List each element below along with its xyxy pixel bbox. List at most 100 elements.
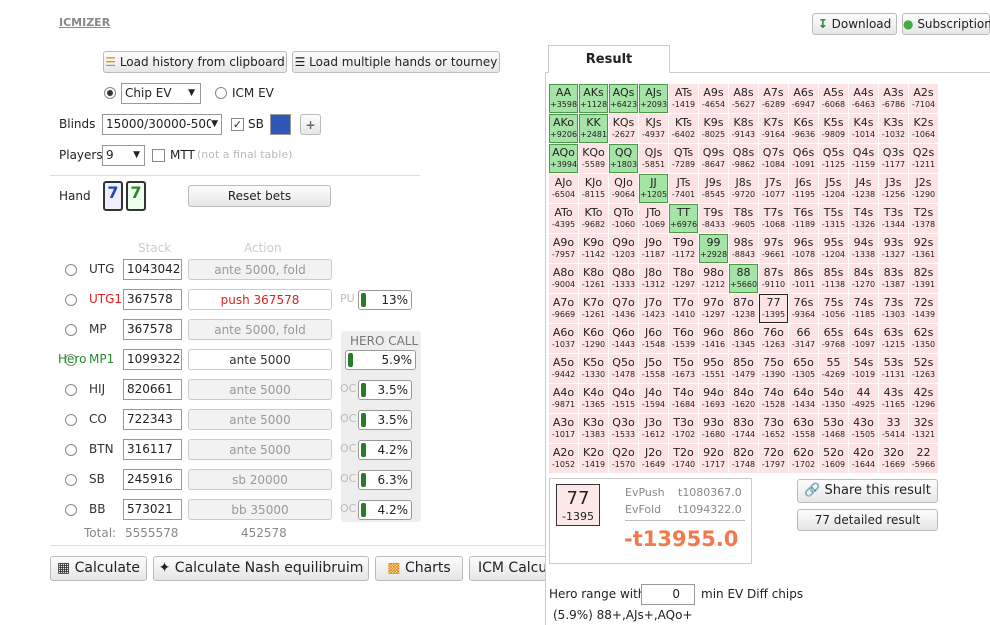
- hand-cell[interactable]: 64s -1097: [849, 324, 878, 353]
- hand-cell[interactable]: 83s -1387: [879, 264, 908, 293]
- calculate-button[interactable]: ▦ Calculate: [50, 556, 147, 581]
- hand-cell[interactable]: 83o -1744: [729, 414, 758, 443]
- action-box[interactable]: ante 5000: [188, 409, 332, 430]
- hand-cell[interactable]: Q7s -1084: [759, 144, 788, 173]
- hand-cell[interactable]: ATs -1419: [669, 84, 698, 113]
- stack-input[interactable]: 573021: [123, 499, 182, 520]
- hand-cell[interactable]: 44 -4925: [849, 384, 878, 413]
- hand-cell[interactable]: T6o -1539: [669, 324, 698, 353]
- hand-cell[interactable]: 74s -1185: [849, 294, 878, 323]
- hand-cell[interactable]: 52s -1263: [909, 354, 938, 383]
- hand-cell[interactable]: 96s -1078: [789, 234, 818, 263]
- hand-cell[interactable]: J3s -1256: [879, 174, 908, 203]
- hand-cell[interactable]: Q6o -1443: [609, 324, 638, 353]
- hand-cell[interactable]: J9o -1187: [639, 234, 668, 263]
- hand-cell[interactable]: 86s -1011: [789, 264, 818, 293]
- hand-cell[interactable]: 76o -1263: [759, 324, 788, 353]
- stack-input[interactable]: 316117: [123, 439, 182, 460]
- hand-cell[interactable]: AJs +2093: [639, 84, 668, 113]
- hand-cell[interactable]: 96o -1416: [699, 324, 728, 353]
- hand-cell[interactable]: Q8s -9862: [729, 144, 758, 173]
- download-button[interactable]: ↧ Download: [812, 13, 897, 35]
- hand-cell[interactable]: Q4o -1515: [609, 384, 638, 413]
- hand-cell[interactable]: QTs -7289: [669, 144, 698, 173]
- hand-cell[interactable]: J6s -1195: [789, 174, 818, 203]
- hand-cell[interactable]: T2o -1740: [669, 444, 698, 473]
- hand-cell[interactable]: 63s -1215: [879, 324, 908, 353]
- hand-cell[interactable]: KQs -2627: [609, 114, 638, 143]
- hand-cell[interactable]: T4s -1326: [849, 204, 878, 233]
- hand-cell[interactable]: T5s -1315: [819, 204, 848, 233]
- load-multiple-button[interactable]: ☰ Load multiple hands or tourney: [292, 51, 500, 73]
- hand-cell[interactable]: Q5o -1478: [609, 354, 638, 383]
- hand-cell[interactable]: T2s -1378: [909, 204, 938, 233]
- hand-cell[interactable]: A5s -6068: [819, 84, 848, 113]
- reset-button[interactable]: Reset bets: [188, 185, 331, 207]
- hand-cell[interactable]: 63o -1558: [789, 414, 818, 443]
- hand-cell[interactable]: TT +6976: [669, 204, 698, 233]
- hand-cell[interactable]: K3o -1383: [579, 414, 608, 443]
- action-box[interactable]: ante 5000: [188, 349, 332, 370]
- action-box[interactable]: push 367578: [188, 289, 332, 310]
- hand-cell[interactable]: 93o -1680: [699, 414, 728, 443]
- stack-input[interactable]: 367578: [123, 319, 182, 340]
- hand-cell[interactable]: A2s -7104: [909, 84, 938, 113]
- share-button[interactable]: 🔗 Share this result: [797, 479, 938, 503]
- hand-cell[interactable]: J8s -9720: [729, 174, 758, 203]
- chip-ev-radio[interactable]: [104, 87, 116, 99]
- hand-cell[interactable]: 82s -1391: [909, 264, 938, 293]
- hand-cell[interactable]: AJo -6504: [549, 174, 578, 203]
- hand-cell[interactable]: 73o -1652: [759, 414, 788, 443]
- hand-cell[interactable]: J3o -1612: [639, 414, 668, 443]
- hand-cell[interactable]: KQo -5589: [579, 144, 608, 173]
- stack-input[interactable]: 1043042: [123, 259, 182, 280]
- hand-cell[interactable]: A9o -7957: [549, 234, 578, 263]
- hand-cell[interactable]: A5o -9442: [549, 354, 578, 383]
- hand-cell[interactable]: 73s -1303: [879, 294, 908, 323]
- hand-cell[interactable]: T8o -1297: [669, 264, 698, 293]
- hand-cell[interactable]: T7s -1068: [759, 204, 788, 233]
- hand-cell[interactable]: 98o -1212: [699, 264, 728, 293]
- hand-cell[interactable]: 97o -1297: [699, 294, 728, 323]
- stack-input[interactable]: 1099322: [123, 349, 182, 370]
- hand-cell[interactable]: 65s -9768: [819, 324, 848, 353]
- hand-cell[interactable]: Q3o -1533: [609, 414, 638, 443]
- hand-cell[interactable]: 99 +2928: [699, 234, 728, 263]
- action-box[interactable]: bb 35000: [188, 499, 332, 520]
- hand-cell[interactable]: 53o -1468: [819, 414, 848, 443]
- player-radio[interactable]: [65, 444, 77, 456]
- hand-cell[interactable]: T9s -8433: [699, 204, 728, 233]
- blinds-select[interactable]: 15000/30000-500 ▼: [102, 114, 222, 135]
- hand-cell[interactable]: 93s -1327: [879, 234, 908, 263]
- hand-cell[interactable]: 66 -3147: [789, 324, 818, 353]
- hand-cell[interactable]: 95s -1204: [819, 234, 848, 263]
- action-box[interactable]: sb 20000: [188, 469, 332, 490]
- hand-cell[interactable]: T3s -1344: [879, 204, 908, 233]
- player-radio[interactable]: [65, 414, 77, 426]
- hand-cell[interactable]: K2o -1419: [579, 444, 608, 473]
- hand-cell[interactable]: 43s -1165: [879, 384, 908, 413]
- hand-cell[interactable]: J5o -1558: [639, 354, 668, 383]
- hand-cell[interactable]: AA +3598: [549, 84, 578, 113]
- charts-button[interactable]: ▩ Charts: [375, 556, 463, 581]
- hand-cell[interactable]: K7s -9164: [759, 114, 788, 143]
- result-tab[interactable]: Result: [548, 45, 670, 73]
- hand-cell[interactable]: 75o -1390: [759, 354, 788, 383]
- hand-cell[interactable]: 32s -1321: [909, 414, 938, 443]
- card[interactable]: 7: [103, 181, 123, 211]
- hand-cell[interactable]: KK +2481: [579, 114, 608, 143]
- stack-input[interactable]: 722343: [123, 409, 182, 430]
- hand-cell[interactable]: 62s -1350: [909, 324, 938, 353]
- hand-cell[interactable]: 76s -9364: [789, 294, 818, 323]
- hand-cell[interactable]: A8s -5627: [729, 84, 758, 113]
- hand-cell[interactable]: Q9s -8647: [699, 144, 728, 173]
- hand-cell[interactable]: JTo -1069: [639, 204, 668, 233]
- hand-cell[interactable]: A9s -4654: [699, 84, 728, 113]
- hand-cell[interactable]: T5o -1673: [669, 354, 698, 383]
- players-select[interactable]: 9 ▼: [102, 145, 145, 166]
- hand-cell[interactable]: 42o -1644: [849, 444, 878, 473]
- action-box[interactable]: ante 5000: [188, 439, 332, 460]
- hand-cell[interactable]: J4s -1238: [849, 174, 878, 203]
- hand-cell[interactable]: A2o -1052: [549, 444, 578, 473]
- hand-cell[interactable]: 75s -1056: [819, 294, 848, 323]
